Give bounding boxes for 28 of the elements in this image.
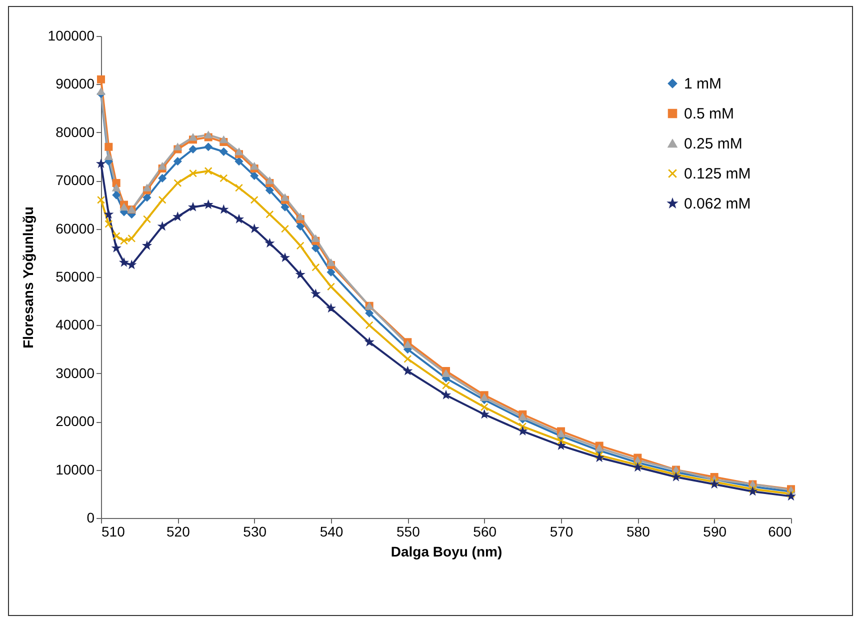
- y-tick-label: 50000: [56, 268, 95, 284]
- y-axis-title: Floresans Yoğunluğu: [20, 206, 36, 348]
- legend-label: 0.25 mM: [684, 136, 742, 152]
- legend-label: 0.062 mM: [684, 196, 751, 212]
- x-tick-label: 550: [396, 524, 420, 540]
- x-axis-title: Dalga Boyu (nm): [390, 544, 502, 560]
- x-tick-label: 520: [166, 524, 190, 540]
- x-tick-label: 540: [320, 524, 344, 540]
- legend-label: 0.125 mM: [684, 166, 751, 182]
- x-tick-label: 510: [102, 524, 126, 540]
- y-tick-label: 70000: [56, 172, 95, 188]
- x-tick-label: 590: [703, 524, 727, 540]
- y-tick-label: 0: [86, 510, 95, 526]
- x-tick-label: 600: [768, 524, 792, 540]
- x-tick-label: 580: [626, 524, 650, 540]
- y-tick-label: 60000: [56, 220, 95, 236]
- y-tick-label: 80000: [56, 124, 95, 140]
- x-tick-label: 570: [550, 524, 574, 540]
- y-tick-label: 30000: [56, 364, 95, 381]
- y-tick-label: 40000: [56, 316, 95, 333]
- legend-label: 1 mM: [684, 76, 722, 92]
- y-tick-label: 100000: [48, 28, 95, 44]
- x-tick-label: 530: [243, 524, 267, 540]
- y-tick-label: 90000: [56, 76, 95, 92]
- y-tick-label: 20000: [56, 413, 95, 430]
- x-tick-label: 560: [473, 524, 497, 540]
- y-tick-label: 10000: [56, 461, 95, 478]
- legend-label: 0.5 mM: [684, 106, 734, 122]
